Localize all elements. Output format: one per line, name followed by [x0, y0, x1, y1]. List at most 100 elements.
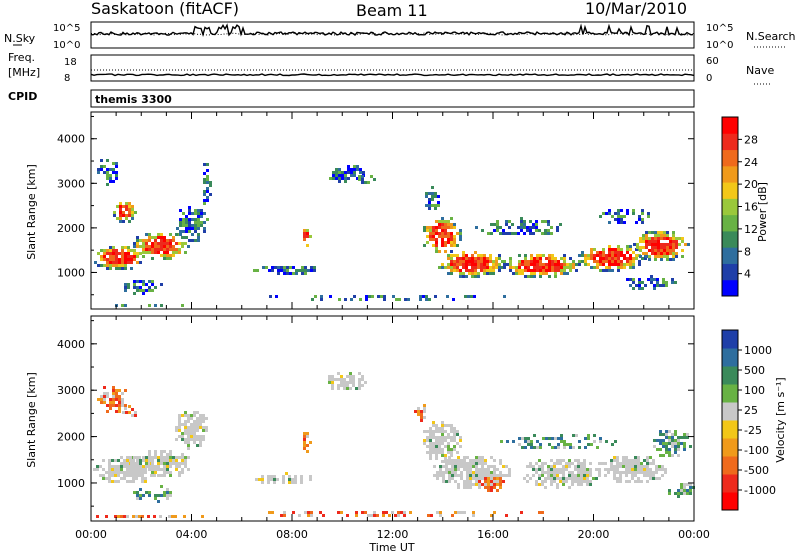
data-cell	[557, 266, 560, 269]
data-cell	[495, 260, 498, 263]
data-cell	[551, 266, 554, 269]
data-cell	[533, 272, 536, 275]
data-cell	[355, 514, 358, 517]
data-cell	[620, 248, 623, 251]
data-cell	[202, 429, 205, 432]
data-cell	[671, 281, 674, 284]
data-cell	[548, 263, 551, 266]
data-cell	[548, 254, 551, 257]
data-cell	[135, 468, 138, 471]
data-cell	[557, 263, 560, 266]
data-cell	[436, 511, 439, 514]
data-cell	[544, 477, 547, 480]
data-cell	[341, 174, 344, 177]
data-cell	[593, 440, 596, 443]
data-cell	[184, 423, 187, 426]
data-cell	[115, 404, 118, 407]
data-cell	[187, 435, 190, 438]
data-cell	[663, 246, 666, 249]
data-cell	[124, 246, 127, 249]
data-cell	[640, 468, 643, 471]
data-cell	[530, 257, 533, 260]
data-cell	[109, 252, 112, 255]
data-cell	[638, 287, 641, 290]
data-cell	[545, 257, 548, 260]
data-cell	[361, 378, 364, 381]
data-cell	[121, 252, 124, 255]
data-cell	[642, 240, 645, 243]
data-cell	[196, 435, 199, 438]
data-cell	[599, 251, 602, 254]
data-cell	[154, 245, 157, 248]
power-colorbar-label: Power [dB]	[756, 182, 769, 242]
data-cell	[437, 201, 440, 204]
data-cell	[530, 263, 533, 266]
data-cell	[428, 204, 431, 207]
data-cell	[544, 220, 547, 223]
data-cell	[292, 272, 295, 275]
data-cell	[434, 204, 437, 207]
data-cell	[283, 511, 286, 514]
data-cell	[169, 462, 172, 465]
data-cell	[271, 511, 274, 514]
data-cell	[453, 241, 456, 244]
data-cell	[169, 257, 172, 260]
data-cell	[338, 174, 341, 177]
data-cell	[139, 494, 142, 497]
data-cell	[309, 441, 312, 444]
data-cell	[608, 221, 611, 224]
data-cell	[448, 468, 451, 471]
data-cell	[441, 424, 444, 427]
data-cell	[626, 263, 629, 266]
data-cell	[447, 266, 450, 269]
data-cell	[332, 171, 335, 174]
data-cell	[628, 459, 631, 462]
data-cell	[532, 223, 535, 226]
data-cell	[654, 255, 657, 258]
data-cell	[118, 389, 121, 392]
data-cell	[97, 252, 100, 255]
data-cell	[471, 260, 474, 263]
data-cell	[100, 249, 103, 252]
data-cell	[431, 204, 434, 207]
data-cell	[431, 192, 434, 195]
data-cell	[423, 404, 426, 407]
data-cell	[169, 465, 172, 468]
data-cell	[429, 433, 432, 436]
data-cell	[689, 445, 692, 448]
data-cell	[206, 196, 209, 199]
data-cell	[547, 471, 550, 474]
data-cell	[124, 404, 127, 407]
data-cell	[370, 514, 373, 517]
data-cell	[289, 272, 292, 275]
data-cell	[465, 263, 468, 266]
data-cell	[542, 272, 545, 275]
data-cell	[154, 453, 157, 456]
data-cell	[139, 280, 142, 283]
data-cell	[505, 514, 508, 517]
data-cell	[142, 242, 145, 245]
data-cell	[311, 298, 314, 301]
data-cell	[117, 471, 120, 474]
data-cell	[142, 494, 145, 497]
data-cell	[611, 254, 614, 257]
data-cell	[478, 468, 481, 471]
data-cell	[654, 234, 657, 237]
data-cell	[640, 465, 643, 468]
data-cell	[554, 275, 557, 278]
data-cell	[651, 240, 654, 243]
data-cell	[593, 266, 596, 269]
data-cell	[560, 437, 563, 440]
data-cell	[166, 462, 169, 465]
data-cell	[166, 465, 169, 468]
data-cell	[135, 465, 138, 468]
data-cell	[124, 389, 127, 392]
data-cell	[610, 468, 613, 471]
data-cell	[641, 218, 644, 221]
data-cell	[306, 444, 309, 447]
data-cell	[625, 456, 628, 459]
data-cell	[439, 471, 442, 474]
data-cell	[181, 414, 184, 417]
data-cell	[160, 248, 163, 251]
data-cell	[487, 483, 490, 486]
